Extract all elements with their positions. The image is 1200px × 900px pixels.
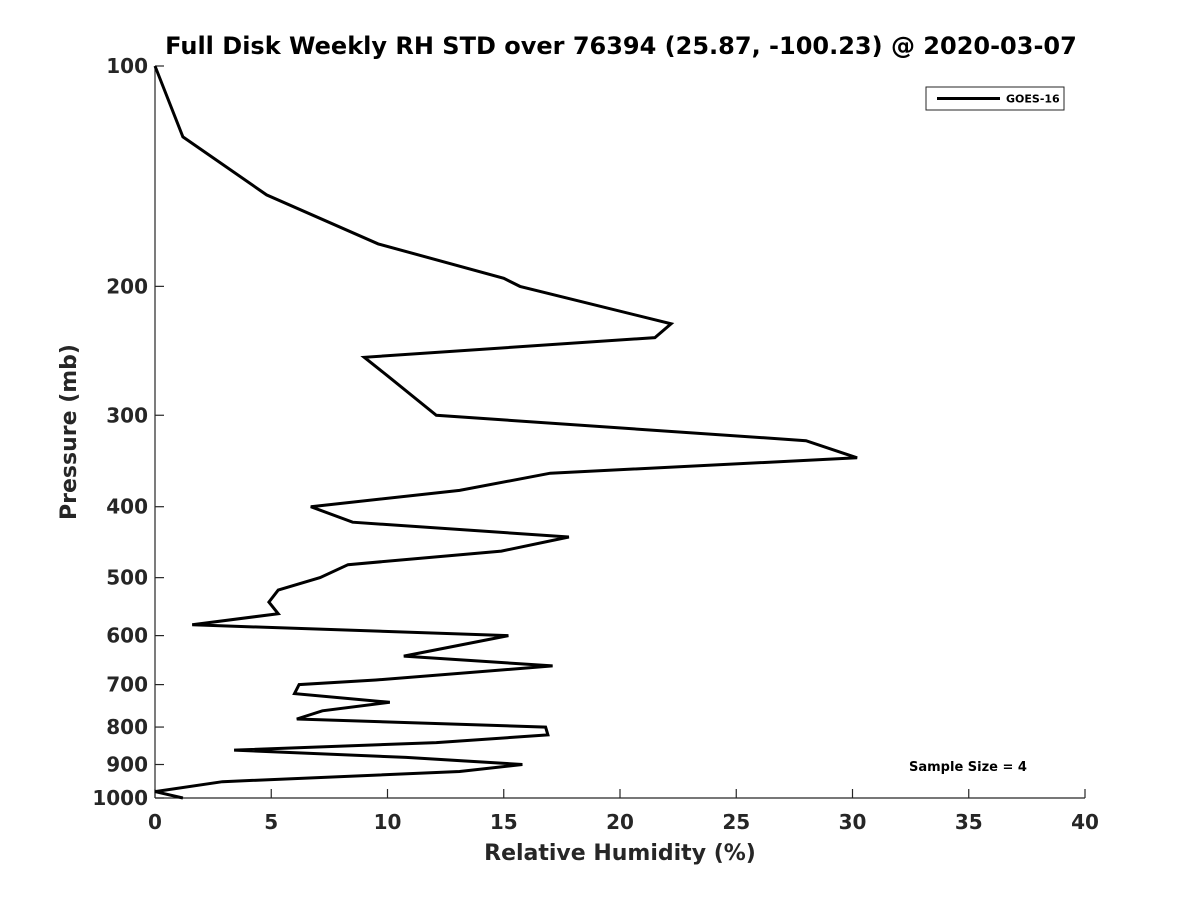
x-tick-label: 0 [148,810,162,834]
x-tick-label: 15 [490,810,518,834]
x-tick-label: 5 [264,810,278,834]
y-tick-label: 500 [106,566,148,590]
y-tick-label: 600 [106,624,148,648]
legend: GOES-16 [925,86,1065,111]
y-tick-label: 200 [106,274,148,298]
x-tick-label: 10 [374,810,402,834]
y-axis-label: Pressure (mb) [57,344,82,520]
legend-label-goes-16: GOES-16 [1006,93,1060,106]
y-axis-ticks: 100 200 300 400 500 600 700 800 900 1000 [92,54,164,810]
x-tick-label: 35 [955,810,983,834]
series-group [153,65,858,800]
y-tick-label: 700 [106,673,148,697]
x-tick-label: 40 [1071,810,1099,834]
x-tick-label: 25 [722,810,750,834]
y-tick-label: 1000 [92,786,148,810]
x-tick-label: 20 [606,810,634,834]
x-axis-ticks: 0 5 10 15 20 25 30 35 40 [148,789,1099,834]
series-line-goes-16 [153,65,858,800]
plot-area [154,66,1085,799]
x-axis-label: Relative Humidity (%) [484,841,756,866]
x-tick-label: 30 [839,810,867,834]
chart-title: Full Disk Weekly RH STD over 76394 (25.8… [165,32,1077,60]
y-tick-label: 100 [106,54,148,78]
y-tick-label: 400 [106,495,148,519]
y-tick-label: 300 [106,403,148,427]
sample-size-note: Sample Size = 4 [909,760,1027,775]
y-tick-label: 900 [106,753,148,777]
y-tick-label: 800 [106,715,148,739]
